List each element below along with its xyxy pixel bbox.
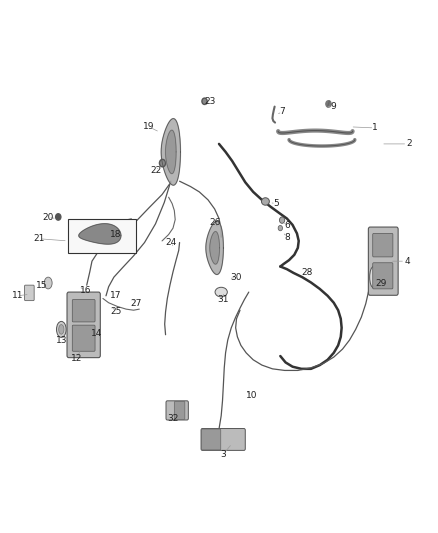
Polygon shape xyxy=(206,221,223,274)
Ellipse shape xyxy=(215,287,227,297)
Ellipse shape xyxy=(370,266,378,288)
Circle shape xyxy=(279,217,285,223)
FancyBboxPatch shape xyxy=(72,325,95,351)
Ellipse shape xyxy=(59,325,64,334)
Text: 32: 32 xyxy=(167,414,179,423)
Text: 21: 21 xyxy=(34,235,45,243)
Circle shape xyxy=(56,214,61,220)
Text: 12: 12 xyxy=(71,354,82,362)
Text: 18: 18 xyxy=(110,230,122,239)
Text: 25: 25 xyxy=(110,308,122,316)
Text: 22: 22 xyxy=(150,166,161,175)
FancyBboxPatch shape xyxy=(373,263,393,289)
Text: 5: 5 xyxy=(273,199,279,208)
Circle shape xyxy=(326,101,331,107)
Text: 19: 19 xyxy=(143,123,155,131)
Text: 3: 3 xyxy=(220,450,226,458)
Text: 26: 26 xyxy=(209,219,220,227)
Polygon shape xyxy=(210,231,219,264)
Text: 4: 4 xyxy=(405,257,410,265)
Text: 17: 17 xyxy=(110,292,122,300)
FancyBboxPatch shape xyxy=(166,401,188,420)
Text: 28: 28 xyxy=(301,269,312,277)
FancyBboxPatch shape xyxy=(373,233,393,257)
Text: 6: 6 xyxy=(284,221,290,230)
Ellipse shape xyxy=(261,198,269,205)
Polygon shape xyxy=(79,224,121,244)
Text: 31: 31 xyxy=(218,295,229,304)
FancyBboxPatch shape xyxy=(72,300,95,322)
Text: 8: 8 xyxy=(284,233,290,241)
Text: 1: 1 xyxy=(371,124,378,132)
Text: 10: 10 xyxy=(246,391,258,400)
FancyBboxPatch shape xyxy=(25,285,34,301)
Text: 24: 24 xyxy=(165,238,177,247)
Text: 30: 30 xyxy=(231,273,242,281)
Ellipse shape xyxy=(57,321,66,337)
Circle shape xyxy=(202,98,207,104)
Text: 13: 13 xyxy=(56,336,67,344)
Text: 27: 27 xyxy=(130,300,141,308)
Text: 7: 7 xyxy=(279,108,286,116)
FancyBboxPatch shape xyxy=(174,401,185,419)
FancyBboxPatch shape xyxy=(201,429,245,450)
Circle shape xyxy=(159,159,166,167)
FancyBboxPatch shape xyxy=(201,429,221,450)
Circle shape xyxy=(278,225,283,231)
Text: 15: 15 xyxy=(36,281,47,289)
Bar xyxy=(68,219,136,253)
Polygon shape xyxy=(166,130,176,174)
FancyBboxPatch shape xyxy=(368,227,398,295)
Text: 14: 14 xyxy=(91,329,102,337)
Polygon shape xyxy=(161,119,180,185)
Text: 9: 9 xyxy=(330,102,336,111)
Text: 20: 20 xyxy=(42,213,54,222)
Text: 29: 29 xyxy=(375,279,387,288)
Text: 2: 2 xyxy=(407,140,412,148)
Text: 16: 16 xyxy=(80,286,91,295)
FancyBboxPatch shape xyxy=(67,292,100,358)
Text: 23: 23 xyxy=(205,97,216,106)
Text: 11: 11 xyxy=(12,292,23,300)
Ellipse shape xyxy=(44,277,52,289)
